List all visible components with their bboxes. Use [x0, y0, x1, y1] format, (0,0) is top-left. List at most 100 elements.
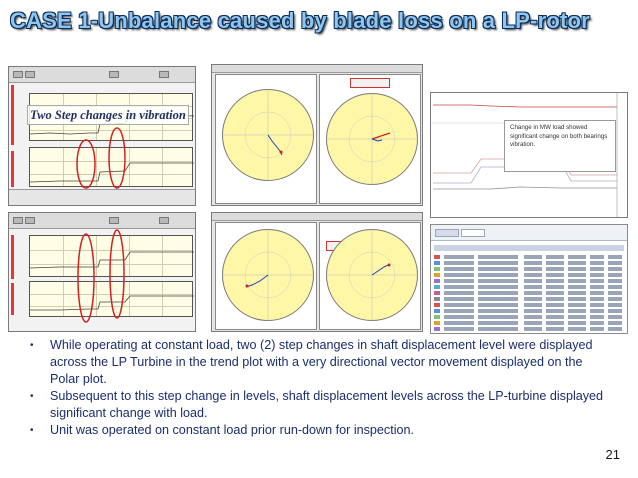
trend-timebar-top — [9, 189, 195, 205]
polar-vector-top-right — [326, 93, 418, 185]
table-header — [434, 245, 624, 251]
table-cell — [546, 285, 564, 289]
table-cell — [524, 321, 542, 325]
series-color-swatch — [434, 255, 440, 259]
table-cell — [524, 327, 542, 331]
table-cell — [568, 315, 586, 319]
table-cell — [568, 291, 586, 295]
table-cell — [590, 303, 604, 307]
polar-frame-bottom-left — [215, 222, 317, 330]
table-row[interactable] — [434, 279, 624, 284]
table-cell — [524, 309, 542, 313]
table-cell — [546, 321, 564, 325]
polar-vector-bottom-right — [326, 229, 418, 321]
table-cell — [546, 261, 564, 265]
bullet-text: Unit was operated on constant load prior… — [50, 423, 415, 437]
table-cell — [590, 255, 604, 259]
table-cell — [478, 327, 518, 331]
trend-toolbar-top — [9, 67, 195, 83]
table-cell — [524, 303, 542, 307]
table-cell — [478, 273, 518, 277]
polar-panel-top — [211, 64, 423, 206]
table-cell — [608, 273, 622, 277]
step-marker-2 — [108, 127, 126, 189]
table-cell — [568, 321, 586, 325]
toolbar-button[interactable] — [25, 217, 35, 224]
table-cell — [546, 303, 564, 307]
table-cell — [568, 285, 586, 289]
table-row[interactable] — [434, 327, 624, 332]
trend-axis-marker — [11, 151, 14, 187]
table-row[interactable] — [434, 285, 624, 290]
table-cell — [608, 321, 622, 325]
table-cell — [568, 297, 586, 301]
table-cell — [590, 267, 604, 271]
table-cell — [568, 267, 586, 271]
table-cell — [608, 309, 622, 313]
toolbar-button[interactable] — [13, 71, 23, 78]
table-cell — [608, 261, 622, 265]
table-cell — [524, 291, 542, 295]
table-cell — [608, 315, 622, 319]
toolbar-button[interactable] — [13, 217, 23, 224]
table-cell — [608, 279, 622, 283]
trend-line-lower-2 — [30, 295, 194, 311]
polar-frame-top-left — [215, 74, 317, 204]
table-cell — [568, 309, 586, 313]
table-cell — [568, 261, 586, 265]
table-row[interactable] — [434, 309, 624, 314]
table-cell — [478, 285, 518, 289]
table-row[interactable] — [434, 261, 624, 266]
table-cell — [546, 297, 564, 301]
series-color-swatch — [434, 327, 440, 331]
bullet-list: • While operating at constant load, two … — [30, 337, 610, 439]
toolbar-button[interactable] — [25, 71, 35, 78]
step-marker-1 — [76, 139, 96, 189]
toolbar-button[interactable] — [159, 71, 169, 78]
table-cell — [590, 327, 604, 331]
tab-2[interactable] — [461, 229, 485, 237]
table-row[interactable] — [434, 303, 624, 308]
series-color-swatch — [434, 267, 440, 271]
table-row[interactable] — [434, 267, 624, 272]
table-cell — [608, 291, 622, 295]
data-table-panel — [430, 224, 628, 334]
series-color-swatch — [434, 321, 440, 325]
table-cell — [608, 267, 622, 271]
table-cell — [478, 267, 518, 271]
toolbar-button[interactable] — [109, 217, 119, 224]
table-cell — [590, 315, 604, 319]
table-cell — [478, 309, 518, 313]
table-row[interactable] — [434, 255, 624, 260]
table-row[interactable] — [434, 297, 624, 302]
table-cell — [568, 255, 586, 259]
series-color-swatch — [434, 291, 440, 295]
table-cell — [590, 321, 604, 325]
series-color-swatch — [434, 297, 440, 301]
table-row[interactable] — [434, 273, 624, 278]
table-cell — [478, 321, 518, 325]
table-cell — [524, 315, 542, 319]
table-cell — [590, 285, 604, 289]
table-cell — [478, 279, 518, 283]
table-cell — [546, 255, 564, 259]
load-change-note: Change in MW load showed significant cha… — [504, 120, 616, 172]
table-cell — [478, 291, 518, 295]
table-row[interactable] — [434, 321, 624, 326]
toolbar-button[interactable] — [109, 71, 119, 78]
trend-line-lower — [30, 162, 194, 183]
table-row[interactable] — [434, 315, 624, 320]
table-cell — [478, 255, 518, 259]
table-cell — [590, 309, 604, 313]
table-cell — [546, 273, 564, 277]
table-cell — [478, 297, 518, 301]
toolbar-button[interactable] — [159, 217, 169, 224]
table-cell — [608, 303, 622, 307]
table-cell — [444, 261, 474, 265]
table-cell — [590, 291, 604, 295]
table-row[interactable] — [434, 291, 624, 296]
polar-frame-top-right — [319, 74, 421, 204]
table-cell — [568, 327, 586, 331]
table-cell — [444, 303, 474, 307]
tab-1[interactable] — [435, 229, 459, 237]
